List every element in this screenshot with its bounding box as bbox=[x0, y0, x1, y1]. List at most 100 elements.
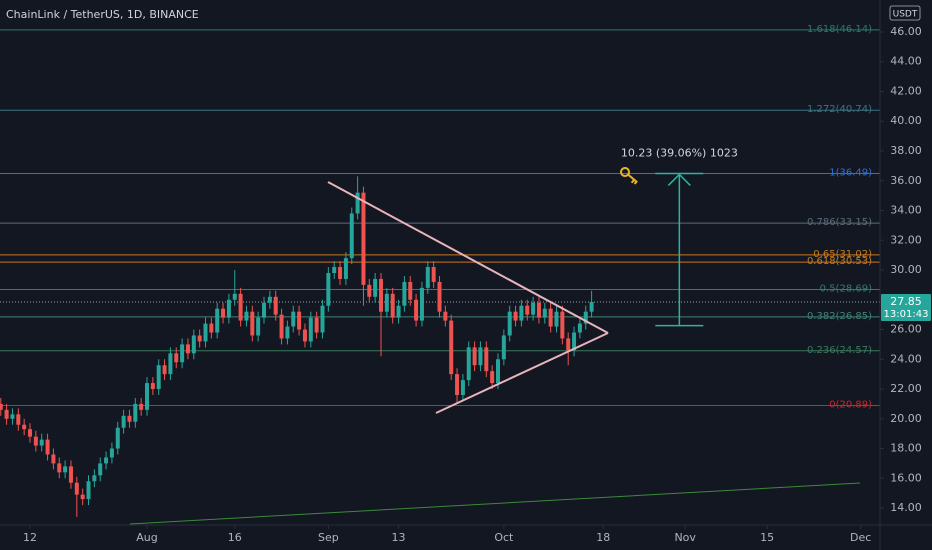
last-price-badge bbox=[881, 293, 931, 321]
candle-body bbox=[139, 403, 144, 410]
candle-body bbox=[472, 347, 477, 366]
candle-body bbox=[244, 311, 249, 321]
candle-body bbox=[314, 317, 319, 333]
candle-body bbox=[174, 353, 179, 363]
candle-body bbox=[145, 383, 150, 410]
fib-label: 0.786(33.15) bbox=[807, 217, 872, 228]
key-icon bbox=[620, 167, 638, 185]
candle-body bbox=[86, 481, 91, 500]
candle-body bbox=[150, 383, 155, 390]
fib-label: 0.5(28.69) bbox=[820, 284, 872, 295]
candle-body bbox=[115, 427, 120, 449]
candle-body bbox=[221, 308, 226, 318]
candle-body bbox=[267, 296, 272, 303]
candle-body bbox=[63, 466, 68, 473]
candle-body bbox=[162, 365, 167, 375]
x-tick-label: Dec bbox=[850, 531, 871, 544]
candle-body bbox=[332, 267, 337, 273]
y-tick-label: 46.00 bbox=[890, 25, 922, 38]
candle-body bbox=[320, 305, 325, 333]
fib-label: 1.272(40.74) bbox=[807, 104, 872, 115]
candle-body bbox=[28, 429, 33, 437]
candle-body bbox=[297, 311, 302, 330]
candle-body bbox=[343, 258, 348, 279]
candle-body bbox=[57, 463, 62, 473]
candle-body bbox=[308, 317, 313, 342]
candle-body bbox=[250, 311, 255, 336]
candle-body bbox=[437, 281, 442, 312]
candle-body bbox=[0, 403, 3, 410]
candle-body bbox=[185, 344, 190, 354]
trend-line bbox=[129, 482, 861, 525]
y-tick-label: 18.00 bbox=[890, 442, 922, 455]
fib-label: 0.65(31.02) bbox=[813, 249, 872, 260]
fib-layer: 1.618(46.14) 1.272(40.74) 1(36.49) 0.786(33… bbox=[0, 24, 880, 411]
candle-body bbox=[80, 494, 85, 500]
y-tick-label: 16.00 bbox=[890, 471, 922, 484]
candle-body bbox=[45, 439, 50, 455]
y-tick-label: 34.00 bbox=[890, 204, 922, 217]
x-tick-label: 12 bbox=[23, 531, 37, 544]
candle-body bbox=[273, 296, 278, 315]
candle-body bbox=[490, 371, 495, 384]
y-tick-label: 36.00 bbox=[890, 174, 922, 187]
candle-body bbox=[226, 299, 231, 318]
candle-body bbox=[209, 323, 214, 333]
candle-body bbox=[355, 192, 360, 214]
candle-body bbox=[197, 335, 202, 342]
candle-body bbox=[4, 409, 9, 419]
candle-body bbox=[496, 359, 501, 384]
candle-body bbox=[51, 454, 56, 464]
axes: 14.0016.0018.0020.0022.0024.0026.0028.00… bbox=[23, 25, 931, 544]
candle-body bbox=[10, 414, 15, 419]
candle-body bbox=[39, 439, 44, 446]
x-tick-label: 18 bbox=[596, 531, 610, 544]
candle-body bbox=[127, 415, 132, 422]
y-tick-label: 32.00 bbox=[890, 233, 922, 246]
candle-body bbox=[16, 414, 21, 425]
triangle-upper bbox=[327, 181, 609, 334]
candle-body bbox=[384, 293, 389, 312]
y-tick-label: 38.00 bbox=[890, 144, 922, 157]
currency-box bbox=[889, 5, 921, 21]
currency: USDT bbox=[893, 10, 918, 20]
candle-body bbox=[302, 329, 307, 342]
y-tick-label: 42.00 bbox=[890, 84, 922, 97]
candle-body bbox=[554, 311, 559, 327]
candle-body bbox=[92, 475, 97, 482]
y-tick-label: 44.00 bbox=[890, 55, 922, 68]
candle-body bbox=[531, 302, 536, 315]
candle-body bbox=[396, 305, 401, 318]
candle-body bbox=[577, 323, 582, 333]
candle-body bbox=[215, 308, 220, 333]
chart-title: ChainLink / TetherUS, 1D, BINANCE bbox=[6, 8, 199, 21]
candle-body bbox=[373, 278, 378, 297]
candle-body bbox=[326, 272, 331, 306]
candle-body bbox=[33, 436, 38, 446]
candle-body bbox=[74, 482, 79, 495]
candle-body bbox=[460, 380, 465, 395]
x-tick-label: Oct bbox=[494, 531, 514, 544]
candle-body bbox=[513, 311, 518, 321]
candle-body bbox=[589, 301, 594, 312]
candle-body bbox=[443, 311, 448, 321]
candle-body bbox=[583, 311, 588, 324]
x-tick-label: Nov bbox=[674, 531, 696, 544]
candle-body bbox=[408, 281, 413, 300]
candle-body bbox=[390, 293, 395, 318]
candle-body bbox=[484, 347, 489, 372]
candle-body bbox=[414, 299, 419, 321]
x-tick-label: 16 bbox=[228, 531, 242, 544]
candle-body bbox=[548, 308, 553, 327]
candle-body bbox=[279, 314, 284, 339]
y-tick-label: 24.00 bbox=[890, 352, 922, 365]
candle-body bbox=[566, 338, 571, 351]
candle-body bbox=[519, 305, 524, 321]
fib-label: 1(36.49) bbox=[829, 167, 872, 178]
candle-body bbox=[256, 317, 261, 336]
x-tick-label: Aug bbox=[136, 531, 157, 544]
candle-body bbox=[121, 415, 126, 428]
candle-body bbox=[507, 311, 512, 336]
